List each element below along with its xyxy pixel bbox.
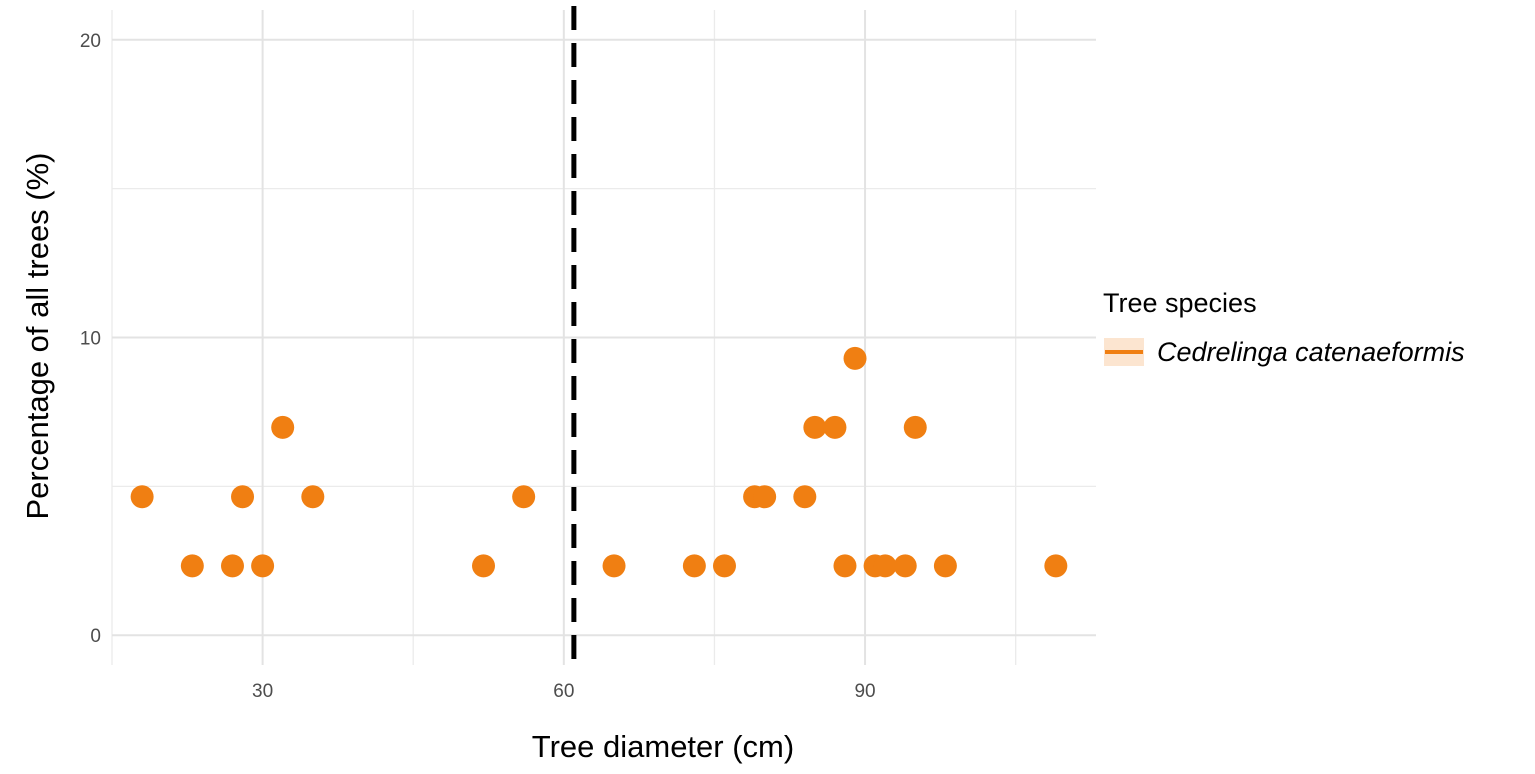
data-point xyxy=(220,554,244,578)
data-point xyxy=(472,554,496,578)
y-tick-label: 20 xyxy=(80,31,101,52)
data-point xyxy=(843,346,867,370)
legend: Tree species Cedrelinga catenaeformis xyxy=(1103,288,1465,367)
data-point xyxy=(180,554,204,578)
data-point xyxy=(803,415,827,439)
x-tick-label: 60 xyxy=(553,681,574,702)
data-point xyxy=(1044,554,1068,578)
data-points xyxy=(130,346,1068,578)
data-point xyxy=(130,485,154,509)
data-point xyxy=(231,485,255,509)
data-point xyxy=(271,415,295,439)
tick-labels: 30 60 90 0 10 20 xyxy=(80,31,876,702)
y-tick-label: 0 xyxy=(90,626,101,647)
x-axis-title: Tree diameter (cm) xyxy=(532,729,794,764)
data-point xyxy=(903,415,927,439)
legend-label-cedrelinga: Cedrelinga catenaeformis xyxy=(1157,337,1465,367)
data-point xyxy=(251,554,275,578)
data-point xyxy=(833,554,857,578)
data-point xyxy=(823,415,847,439)
legend-title: Tree species xyxy=(1103,288,1257,318)
data-point xyxy=(602,554,626,578)
y-tick-label: 10 xyxy=(80,329,101,350)
data-point xyxy=(512,485,536,509)
y-axis-title: Percentage of all trees (%) xyxy=(20,152,55,519)
data-point xyxy=(793,485,817,509)
data-point xyxy=(301,485,325,509)
x-tick-label: 30 xyxy=(252,681,273,702)
data-point xyxy=(753,485,777,509)
data-point xyxy=(873,554,897,578)
grid xyxy=(111,10,1096,665)
data-point xyxy=(893,554,917,578)
data-point xyxy=(933,554,957,578)
x-tick-label: 90 xyxy=(854,681,875,702)
data-point xyxy=(682,554,706,578)
data-point xyxy=(712,554,736,578)
